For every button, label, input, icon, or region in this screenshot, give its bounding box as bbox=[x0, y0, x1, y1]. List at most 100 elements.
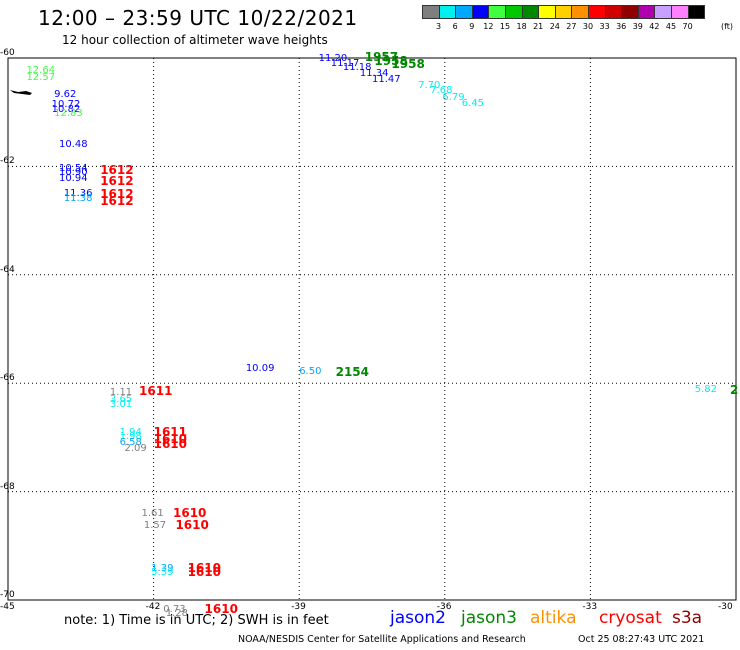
wave-height-label: 1612 bbox=[100, 173, 134, 188]
color-scale-label: 27 bbox=[566, 22, 577, 31]
wave-height-label: 3.65 bbox=[109, 393, 133, 405]
color-scale-bar bbox=[422, 5, 706, 19]
wave-height-label: 1.94 bbox=[119, 427, 142, 439]
color-scale-label: 70 bbox=[682, 22, 693, 31]
x-tick-label: -33 bbox=[582, 602, 598, 612]
color-scale-label: 24 bbox=[549, 22, 560, 31]
color-scale-label: 33 bbox=[599, 22, 610, 31]
wave-height-label: 10.82 bbox=[51, 104, 81, 116]
wave-height-label: 1.98 bbox=[119, 431, 142, 443]
wave-height-label: 0.73 bbox=[163, 603, 186, 615]
color-scale-unit: (ft) bbox=[720, 22, 734, 31]
page-title: 12:00 – 23:59 UTC 10/22/2021 bbox=[38, 6, 358, 30]
color-scale-label: 12 bbox=[483, 22, 494, 31]
wave-height-label: 7.68 bbox=[430, 84, 453, 96]
color-scale-label: 3 bbox=[436, 22, 442, 31]
x-tick-label: -39 bbox=[291, 602, 306, 612]
color-scale-label: 39 bbox=[632, 22, 643, 31]
wave-height-label: 11.17 bbox=[330, 57, 360, 69]
wave-height-label: 1957 bbox=[364, 50, 399, 64]
wave-height-label: 1.57 bbox=[143, 520, 167, 532]
x-tick-label: -45 bbox=[0, 602, 15, 612]
color-scale-label: 21 bbox=[533, 22, 544, 31]
wave-height-label: 11.20 bbox=[318, 53, 348, 65]
wave-height-label: 1612 bbox=[100, 162, 134, 177]
legend-item-altika: altika bbox=[530, 608, 577, 628]
wave-height-label: 11.18 bbox=[342, 61, 372, 73]
footer-timestamp: Oct 25 08:27:43 UTC 2021 bbox=[578, 634, 705, 645]
color-scale-label: 6 bbox=[452, 22, 458, 31]
wave-height-label: 1.39 bbox=[151, 563, 174, 575]
wave-height-label: 2154 bbox=[335, 365, 369, 380]
color-scale-label: 42 bbox=[649, 22, 660, 31]
wave-height-label: 10.09 bbox=[245, 363, 275, 375]
legend-item-s3a: s3a bbox=[672, 608, 703, 628]
wave-height-label: 12.64 bbox=[26, 65, 56, 77]
wave-height-label: 6.58 bbox=[119, 436, 142, 448]
wave-height-label: 10.48 bbox=[58, 138, 88, 150]
wave-height-label: 2.09 bbox=[124, 443, 147, 455]
wave-height-label: 3.01 bbox=[109, 398, 133, 410]
map-border bbox=[7, 57, 737, 601]
wave-height-label: 5.82 bbox=[694, 383, 717, 395]
wave-height-label: 1.11 bbox=[109, 387, 133, 399]
note-text: note: 1) Time is in UTC; 2) SWH is in fe… bbox=[64, 613, 329, 628]
color-scale-label: 9 bbox=[469, 22, 475, 31]
page-subtitle: 12 hour collection of altimeter wave hei… bbox=[62, 33, 328, 47]
wave-height-label: 2 bbox=[730, 382, 739, 397]
wave-height-label: 10.72 bbox=[51, 98, 81, 110]
y-tick-label: -70 bbox=[0, 590, 15, 600]
wave-height-label: 12.83 bbox=[54, 108, 83, 120]
y-tick-label: -68 bbox=[0, 481, 15, 492]
wave-height-label: 11.38 bbox=[63, 193, 93, 204]
wave-height-label: 1610 bbox=[204, 601, 238, 616]
wave-height-label: 1958 bbox=[391, 56, 425, 71]
wave-height-label: 11.34 bbox=[359, 68, 389, 80]
wave-height-label: 6.50 bbox=[299, 366, 322, 378]
y-tick-label: -66 bbox=[0, 373, 15, 384]
wave-height-label: 11.47 bbox=[372, 73, 401, 85]
map-frame bbox=[7, 57, 737, 601]
wave-height-label: 1.28 bbox=[165, 608, 188, 620]
footer-credit: NOAA/NESDIS Center for Satellite Applica… bbox=[238, 634, 526, 645]
wave-height-label: 1610 bbox=[153, 436, 187, 451]
wave-height-label: 1611 bbox=[153, 425, 187, 440]
color-scale-label: 30 bbox=[582, 22, 594, 31]
y-tick-label: -60 bbox=[0, 48, 15, 58]
lat-lon-grid bbox=[8, 58, 736, 600]
wave-height-label: 1610 bbox=[187, 560, 221, 575]
wave-height-label: 10.90 bbox=[58, 166, 88, 178]
x-tick-label: -30 bbox=[718, 602, 733, 612]
coastline bbox=[10, 90, 32, 95]
y-tick-label: -64 bbox=[0, 264, 15, 275]
color-scale-label: 15 bbox=[499, 22, 511, 31]
wave-height-label: 6.45 bbox=[461, 97, 485, 109]
y-tick-label: -62 bbox=[0, 156, 15, 167]
wave-height-label: 1610 bbox=[153, 431, 187, 446]
legend-item-jason3: jason3 bbox=[461, 608, 517, 628]
x-tick-label: -36 bbox=[436, 602, 452, 612]
wave-height-label: 1958 bbox=[374, 54, 408, 69]
wave-height-label: 11.36 bbox=[63, 188, 93, 200]
wave-height-label: 1610 bbox=[175, 518, 209, 533]
wave-height-label: 1612 bbox=[100, 193, 134, 208]
wave-height-label: 10.54 bbox=[58, 162, 88, 174]
wave-height-label: 1610 bbox=[187, 564, 221, 579]
wave-height-label: 1610 bbox=[173, 506, 207, 521]
wave-height-label: 1612 bbox=[100, 186, 134, 201]
wave-height-label: 1.61 bbox=[141, 508, 164, 520]
color-scale-label: 45 bbox=[665, 22, 677, 31]
x-tick-label: -42 bbox=[145, 602, 161, 612]
wave-height-label: 12.57 bbox=[26, 71, 56, 83]
legend-item-jason2: jason2 bbox=[390, 608, 446, 628]
wave-height-label: 5.39 bbox=[151, 566, 174, 578]
wave-height-label: 6.79 bbox=[442, 92, 465, 104]
wave-height-label: 9.62 bbox=[54, 88, 77, 100]
wave-height-label: 10.94 bbox=[58, 173, 88, 185]
color-scale-swatch bbox=[687, 5, 706, 19]
wave-height-label: 7.70 bbox=[418, 80, 441, 92]
wave-height-label: 1611 bbox=[139, 383, 173, 398]
color-scale-label: 18 bbox=[516, 22, 527, 31]
legend-item-cryosat: cryosat bbox=[599, 608, 662, 628]
